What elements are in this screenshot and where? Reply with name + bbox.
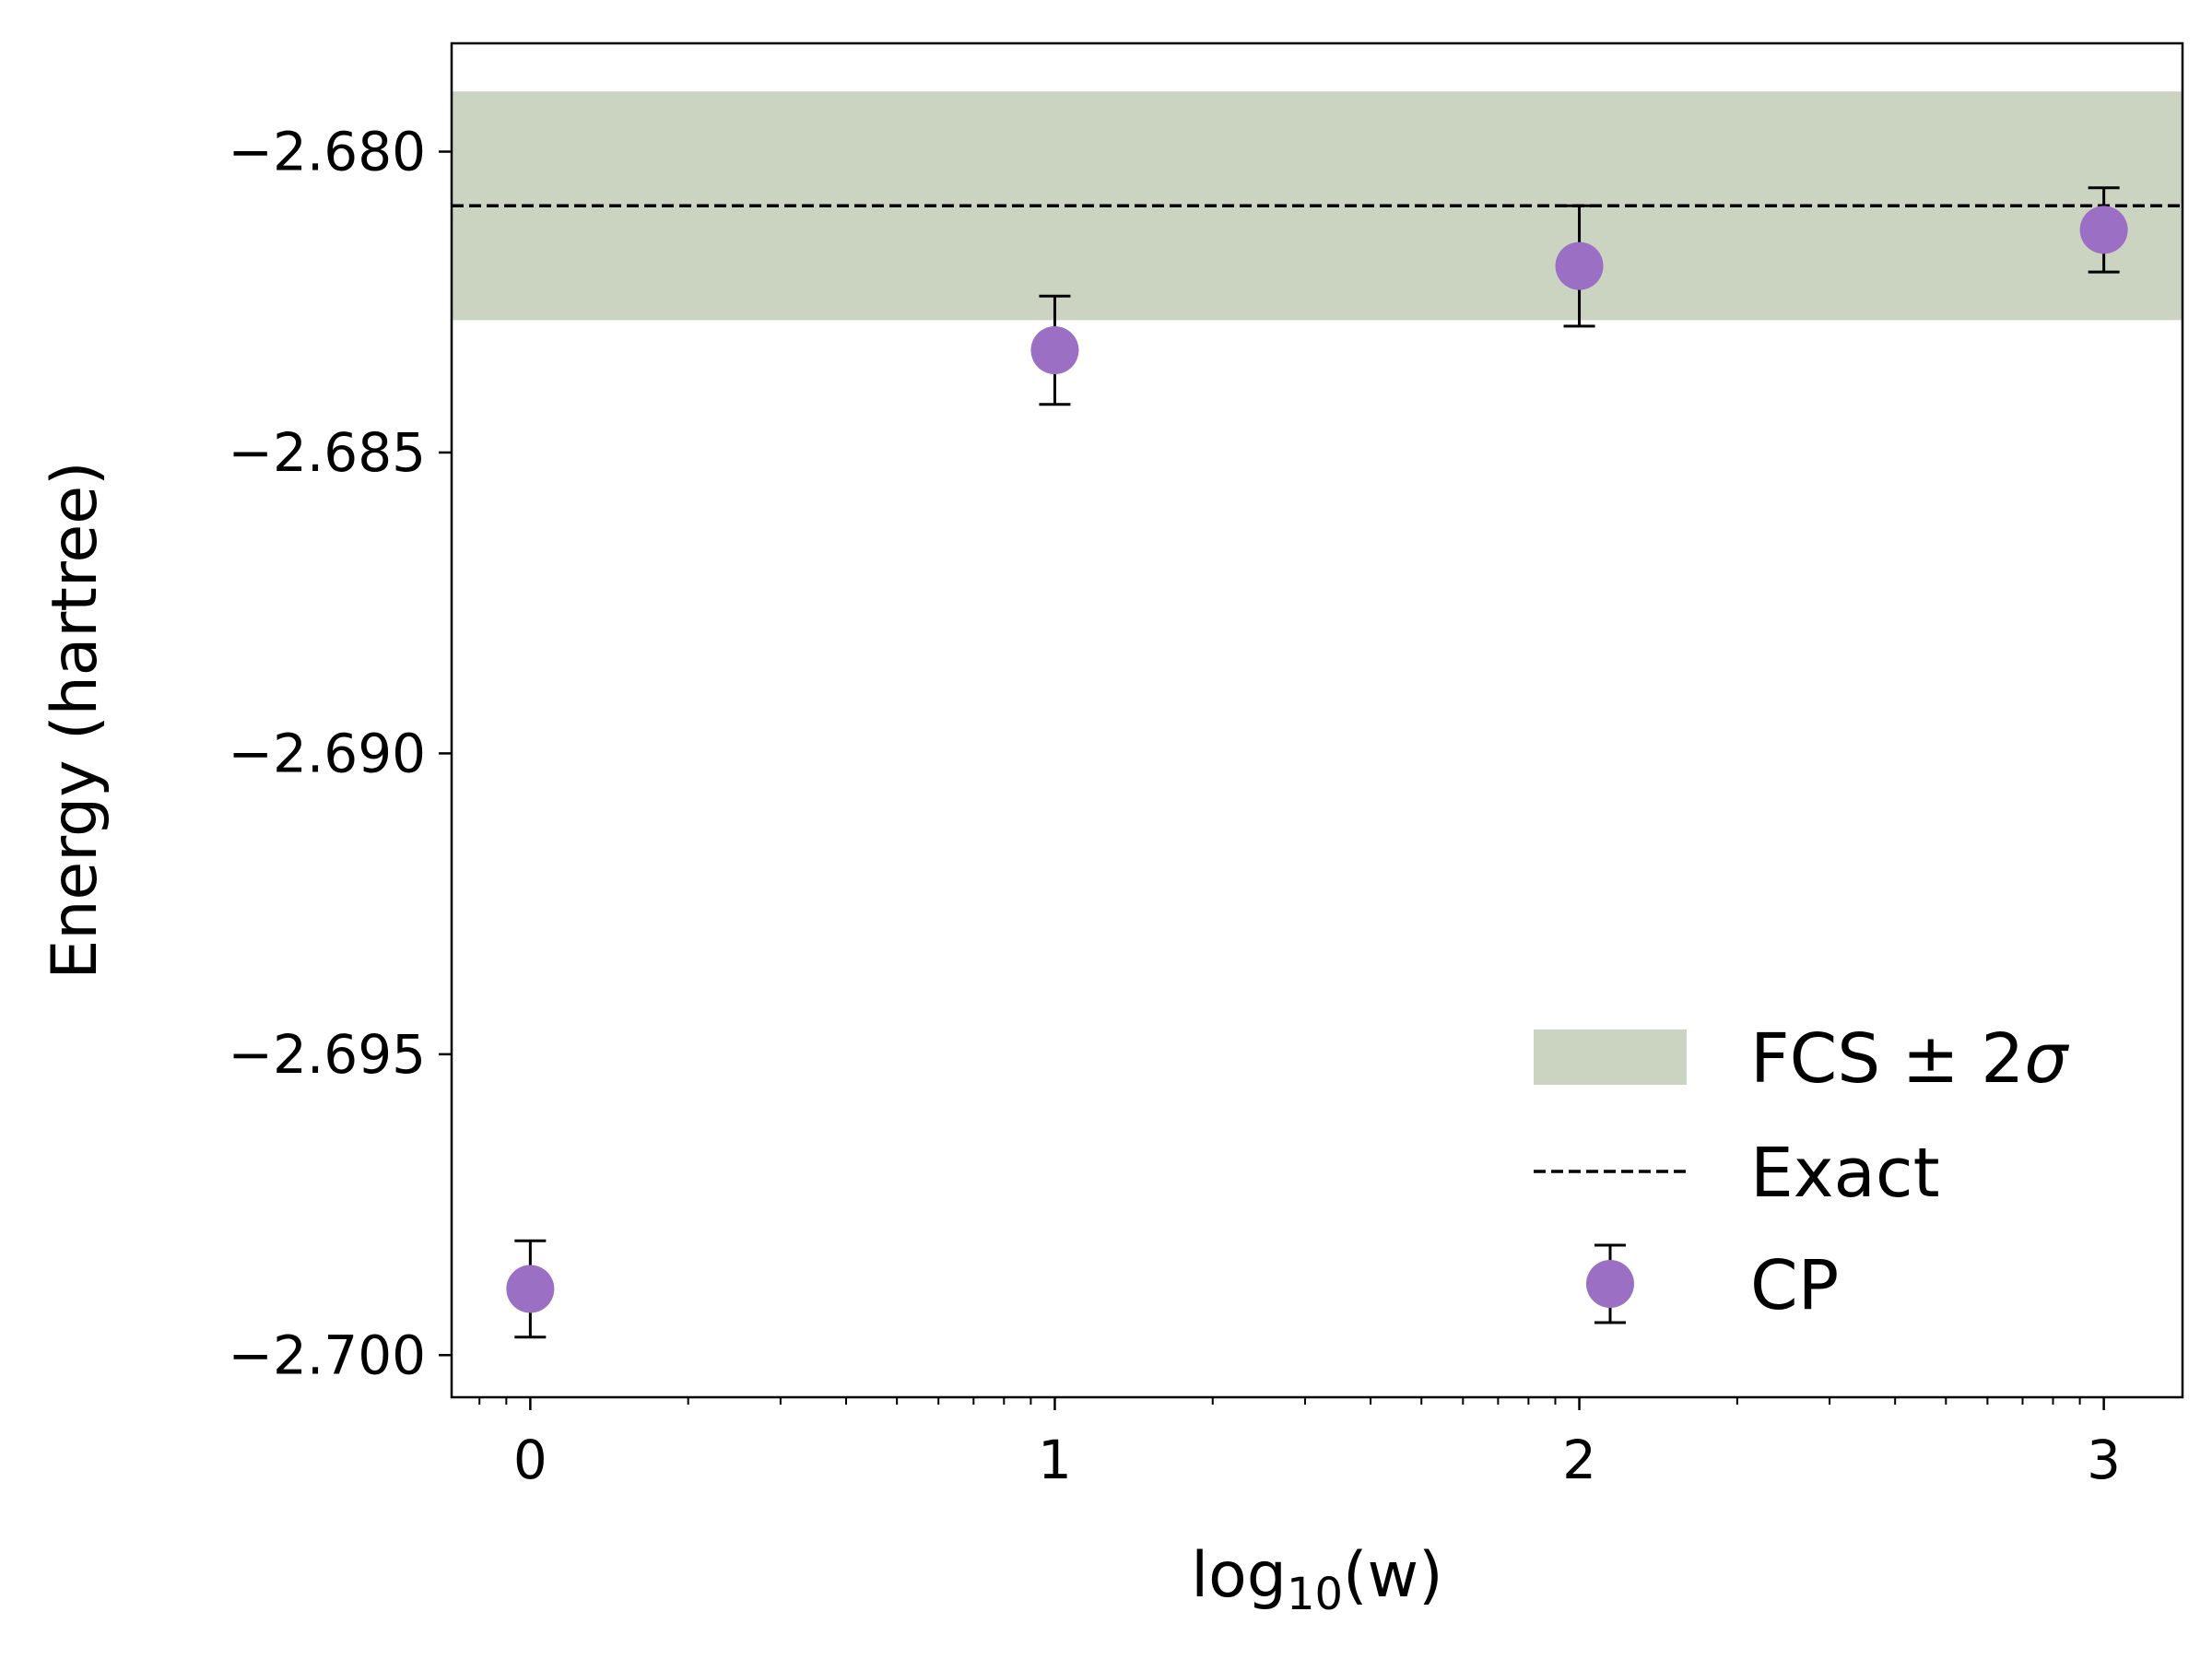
legend: FCS ± 2σ Exact CP (1534, 1019, 2069, 1325)
x-tick-label: 0 (513, 1429, 547, 1491)
x-axis-label-rest: (w) (1343, 1539, 1443, 1612)
cp-data-point (1555, 241, 1604, 290)
legend-label: Exact (1750, 1134, 1940, 1213)
cp-data-point (2079, 206, 2128, 254)
x-axis-label-base: log (1191, 1539, 1287, 1612)
cp-point-group (1030, 294, 1079, 406)
x-tick-label: 2 (1562, 1429, 1596, 1491)
legend-label: FCS ± 2σ (1750, 1019, 2069, 1099)
axes: 0 1 2 3 −2.700 −2.695 −2.690 −2.685 −2.680 log10(… (39, 41, 2184, 1620)
x-axis-label: log10(w) (1191, 1539, 1442, 1620)
cp-point-group (1555, 204, 1604, 328)
y-tick-label: −2.680 (228, 121, 426, 183)
legend-label-text: FCS ± 2 (1750, 1019, 2024, 1099)
cp-point-group (2079, 186, 2128, 274)
cp-data-point (1030, 325, 1079, 374)
legend-swatch-band (1534, 1030, 1687, 1085)
y-tick-label: −2.690 (228, 722, 426, 784)
x-tick-label: 1 (1038, 1429, 1072, 1491)
legend-label-text: CP (1750, 1246, 1839, 1325)
legend-swatch-cp-marker (1586, 1260, 1634, 1308)
y-axis-label: Energy (hartree) (39, 461, 112, 979)
legend-label-symbol: σ (2024, 1019, 2069, 1099)
plot-area (452, 91, 2183, 1339)
y-tick-label: −2.695 (228, 1023, 426, 1086)
cp-point-group (506, 1239, 555, 1339)
x-tick-label: 3 (2087, 1429, 2121, 1491)
legend-label: CP (1750, 1246, 1839, 1325)
y-tick-label: −2.700 (228, 1324, 426, 1386)
legend-label-text: Exact (1750, 1134, 1940, 1213)
cp-data-point (506, 1265, 555, 1313)
plot-content (452, 91, 2183, 1339)
y-tick-label: −2.685 (228, 421, 426, 484)
x-axis-label-subscript: 10 (1287, 1569, 1343, 1620)
plot-frame (450, 41, 2184, 1399)
